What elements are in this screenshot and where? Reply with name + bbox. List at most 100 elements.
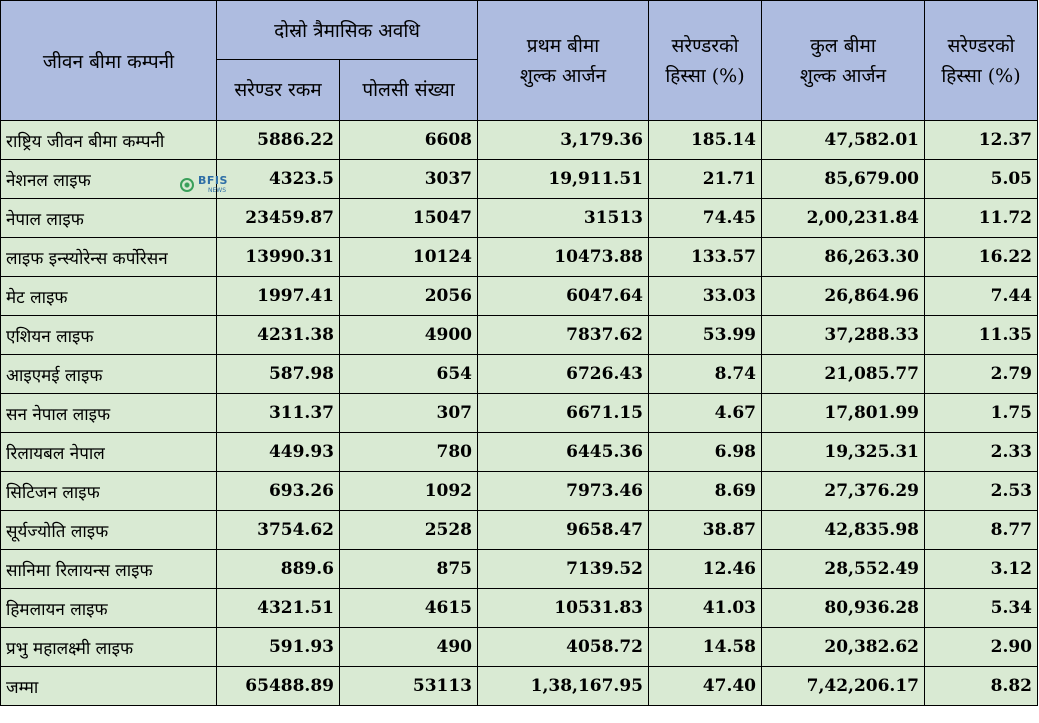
surrender-amount-cell: 23459.87 [216,198,340,238]
total-premium-cell: 26,864.96 [761,276,926,316]
table-row: सिटिजन लाइफ 693.26 1092 7973.46 8.69 27,376.2… [0,471,1039,511]
total-premium-cell: 20,382.62 [761,627,926,667]
table-row: प्रभु महालक्ष्मी लाइफ 591.93 490 4058.72 14.… [0,627,1039,667]
watermark-text: BFIS [198,174,228,187]
surrender-share-1-cell: 41.03 [648,588,763,628]
table-body: राष्ट्रिय जीवन बीमा कम्पनी 5886.22 6608 3,1… [0,120,1039,706]
surrender-share-1-cell: 21.71 [648,159,763,199]
surrender-amount-cell: 1997.41 [216,276,340,316]
surrender-amount-cell: 5886.22 [216,120,340,160]
policy-count-cell: 10124 [338,237,479,277]
surrender-share-1-cell: 8.74 [648,354,763,394]
total-premium-cell: 37,288.33 [761,315,926,355]
bfis-news-watermark: BFIS NEWS [180,174,232,198]
total-premium-cell: 17,801.99 [761,393,926,433]
total-row: जम्मा 65488.89 53113 1,38,167.95 47.40 7,42,2… [0,666,1039,706]
surrender-share-1-cell: 14.58 [648,627,763,667]
table-row: लाइफ इन्स्योरेन्स कर्पोरेसन 13990.31 10124… [0,237,1039,277]
surrender-amount-cell: 3754.62 [216,510,340,550]
policy-count-cell: 2528 [338,510,479,550]
first-premium-cell: 4058.72 [477,627,650,667]
header-surrender-share-2: सरेण्डरको हिस्सा (%) [924,0,1039,121]
table-row: एशियन लाइफ 4231.38 4900 7837.62 53.99 37,288.… [0,315,1039,355]
surrender-share-2-cell: 2.79 [924,354,1039,394]
header-total-premium: कुल बीमा शुल्क आर्जन [761,0,926,121]
header-first-premium: प्रथम बीमा शुल्क आर्जन [477,0,650,121]
first-premium-cell: 10473.88 [477,237,650,277]
company-name-cell: सानिमा रिलायन्स लाइफ [0,549,217,589]
first-premium-cell: 7973.46 [477,471,650,511]
surrender-amount-cell: 449.93 [216,432,340,472]
policy-count-cell: 1092 [338,471,479,511]
surrender-amount-cell: 13990.31 [216,237,340,277]
company-name-cell: राष्ट्रिय जीवन बीमा कम्पनी [0,120,217,160]
header-surrender-amount: सरेण्डर रकम [216,59,340,121]
surrender-share-2-cell: 1.75 [924,393,1039,433]
company-name-cell: एशियन लाइफ [0,315,217,355]
table-row: रिलायबल नेपाल 449.93 780 6445.36 6.98 19,325.… [0,432,1039,472]
insurance-surrender-table: जीवन बीमा कम्पनी दोस्रो त्रैमासिक अवधि प… [0,0,1039,706]
surrender-share-1-cell: 47.40 [648,666,763,706]
surrender-share-1-cell: 38.87 [648,510,763,550]
first-premium-cell: 19,911.51 [477,159,650,199]
company-name-cell: मेट लाइफ [0,276,217,316]
policy-count-cell: 780 [338,432,479,472]
header-surrender-share-1-line2: हिस्सा (%) [665,64,745,87]
first-premium-cell: 6726.43 [477,354,650,394]
surrender-amount-cell: 587.98 [216,354,340,394]
table-row: मेट लाइफ 1997.41 2056 6047.64 33.03 26,864.96… [0,276,1039,316]
total-premium-cell: 42,835.98 [761,510,926,550]
surrender-share-2-cell: 7.44 [924,276,1039,316]
policy-count-cell: 307 [338,393,479,433]
total-premium-cell: 19,325.31 [761,432,926,472]
header-company: जीवन बीमा कम्पनी [0,0,217,121]
surrender-share-1-cell: 33.03 [648,276,763,316]
policy-count-cell: 3037 [338,159,479,199]
surrender-share-1-cell: 8.69 [648,471,763,511]
total-premium-cell: 85,679.00 [761,159,926,199]
policy-count-cell: 2056 [338,276,479,316]
header-surrender-share-2-line1: सरेण्डरको [947,34,1015,57]
company-name-cell: लाइफ इन्स्योरेन्स कर्पोरेसन [0,237,217,277]
table-row: नेशनल लाइफ 4323.5 3037 19,911.51 21.71 85,679… [0,159,1039,199]
surrender-amount-cell: 65488.89 [216,666,340,706]
header-surrender-share-1: सरेण्डरको हिस्सा (%) [648,0,763,121]
watermark-sub: NEWS [208,187,227,194]
header-first-premium-line2: शुल्क आर्जन [519,64,607,87]
total-premium-cell: 7,42,206.17 [761,666,926,706]
company-name-cell: सिटिजन लाइफ [0,471,217,511]
surrender-share-2-cell: 12.37 [924,120,1039,160]
header-quarter: दोस्रो त्रैमासिक अवधि [215,0,479,60]
surrender-share-2-cell: 2.90 [924,627,1039,667]
surrender-share-2-cell: 16.22 [924,237,1039,277]
total-premium-cell: 28,552.49 [761,549,926,589]
first-premium-cell: 6445.36 [477,432,650,472]
header-total-premium-line2: शुल्क आर्जन [799,64,887,87]
surrender-share-2-cell: 2.33 [924,432,1039,472]
surrender-share-2-cell: 11.72 [924,198,1039,238]
surrender-share-2-cell: 8.77 [924,510,1039,550]
company-name-cell: सन नेपाल लाइफ [0,393,217,433]
company-name-cell: रिलायबल नेपाल [0,432,217,472]
table-row: सन नेपाल लाइफ 311.37 307 6671.15 4.67 17,801.… [0,393,1039,433]
table-row: नेपाल लाइफ 23459.87 15047 31513 74.45 2,00,23… [0,198,1039,238]
first-premium-cell: 7139.52 [477,549,650,589]
company-name-cell: नेशनल लाइफ [0,159,217,199]
surrender-share-1-cell: 53.99 [648,315,763,355]
policy-count-cell: 53113 [338,666,479,706]
total-premium-cell: 86,263.30 [761,237,926,277]
surrender-amount-cell: 4323.5 [216,159,340,199]
table-row: आइएमई लाइफ 587.98 654 6726.43 8.74 21,085.77 2… [0,354,1039,394]
surrender-amount-cell: 889.6 [216,549,340,589]
first-premium-cell: 10531.83 [477,588,650,628]
surrender-share-2-cell: 5.05 [924,159,1039,199]
table-row: सूर्यज्योति लाइफ 3754.62 2528 9658.47 38.87 4… [0,510,1039,550]
header-policy-count: पोलसी संख्या [338,59,479,121]
policy-count-cell: 4615 [338,588,479,628]
bfis-logo-icon [180,178,194,192]
policy-count-cell: 875 [338,549,479,589]
surrender-share-2-cell: 8.82 [924,666,1039,706]
company-name-cell: जम्मा [0,666,217,706]
header-surrender-share-1-line1: सरेण्डरको [671,34,739,57]
